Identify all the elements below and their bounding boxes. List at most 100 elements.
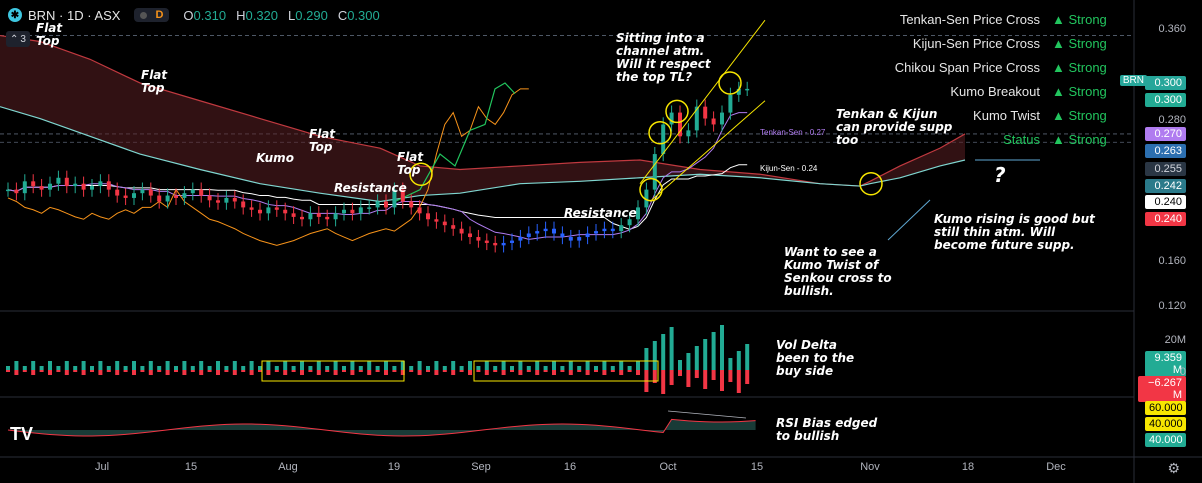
vol-delta-bar bbox=[594, 366, 598, 370]
signal-row: Tenkan-Sen Price Cross ▲ Strong bbox=[899, 12, 1107, 27]
vol-delta-bar bbox=[678, 360, 682, 370]
vol-delta-bar bbox=[342, 370, 346, 372]
vol-delta-bar bbox=[476, 370, 481, 372]
vol-delta-bar bbox=[384, 370, 388, 375]
vol-delta-bar bbox=[56, 370, 61, 372]
vol-delta-bar bbox=[392, 366, 397, 370]
vol-delta-bar bbox=[636, 370, 640, 375]
gear-icon[interactable]: ⚙ bbox=[1167, 460, 1180, 476]
symbol-title[interactable]: BRN · 1D · ASX bbox=[28, 7, 121, 23]
vol-delta-bar bbox=[325, 366, 330, 370]
candle-body bbox=[182, 193, 187, 198]
annotation-resistance: Resistance bbox=[334, 181, 407, 195]
vol-delta-bar bbox=[720, 370, 724, 391]
vol-delta-bar bbox=[543, 370, 548, 372]
candle-body bbox=[610, 228, 615, 232]
vol-delta-bar bbox=[434, 361, 439, 370]
vol-delta-bar bbox=[510, 370, 514, 372]
vol-delta-bar bbox=[148, 361, 153, 370]
vol-delta-bar bbox=[241, 366, 246, 370]
candle-body bbox=[518, 237, 523, 241]
vol-delta-bar bbox=[157, 370, 162, 372]
tradingview-logo[interactable]: TV bbox=[10, 424, 34, 444]
market-status-badge[interactable]: D bbox=[134, 8, 170, 22]
vol-delta-bar bbox=[594, 370, 598, 372]
candle-body bbox=[409, 201, 414, 208]
x-tick-label: Aug bbox=[278, 461, 298, 473]
signal-row: Status ▲ Strong bbox=[1003, 132, 1107, 147]
indicators-collapse-button[interactable]: ⌃ 3 bbox=[6, 31, 30, 47]
candle-body bbox=[123, 195, 128, 198]
vol-delta-bar bbox=[81, 361, 86, 370]
vol-delta-bar bbox=[132, 361, 136, 370]
candle-body bbox=[190, 189, 195, 194]
candle-body bbox=[694, 106, 699, 131]
vol-delta-bar bbox=[400, 361, 405, 370]
vol-delta-bar bbox=[585, 361, 590, 370]
candle-body bbox=[661, 124, 666, 155]
vol-delta-bar bbox=[358, 370, 363, 372]
candle-body bbox=[585, 233, 590, 238]
senkou-span-b-line bbox=[0, 106, 966, 203]
vol-delta-bar bbox=[644, 348, 649, 370]
ohlc-close: C0.300 bbox=[337, 7, 380, 23]
candle-body bbox=[627, 219, 632, 226]
vol-delta-bar bbox=[157, 366, 162, 370]
vol-delta-bar bbox=[224, 370, 229, 372]
x-tick-label: 16 bbox=[563, 461, 577, 473]
candle-body bbox=[90, 186, 94, 190]
candle-body bbox=[241, 201, 246, 208]
vol-delta-bar bbox=[216, 361, 220, 370]
vol-delta-bar bbox=[48, 370, 52, 375]
vol-delta-bar bbox=[459, 370, 464, 372]
vol-delta-bar bbox=[468, 370, 472, 375]
vol-delta-bar bbox=[274, 366, 279, 370]
mode-letter: D bbox=[155, 9, 164, 21]
vol-delta-bar bbox=[560, 366, 565, 370]
candle-body bbox=[568, 237, 573, 241]
vol-delta-bar bbox=[669, 327, 674, 370]
signal-row: Chikou Span Price Cross ▲ Strong bbox=[894, 60, 1107, 75]
candle-body bbox=[501, 242, 506, 246]
candle-body bbox=[140, 189, 145, 194]
candle-body bbox=[736, 88, 741, 95]
vol-delta-bar bbox=[585, 370, 590, 375]
candle-body bbox=[484, 240, 489, 243]
candle-body bbox=[619, 225, 624, 232]
vol-delta-bar bbox=[476, 366, 481, 370]
symbol-badge: BRN bbox=[1119, 75, 1147, 86]
vol-delta-bar bbox=[736, 351, 741, 370]
candle-body bbox=[207, 195, 212, 201]
vol-delta-bar bbox=[560, 370, 565, 372]
annotation-question: ? bbox=[994, 163, 1006, 187]
candle-body bbox=[459, 228, 464, 234]
price-label: 0.240 bbox=[1145, 195, 1186, 209]
vol-delta-bar bbox=[493, 370, 498, 372]
vol-delta-bar bbox=[132, 370, 136, 375]
vol-delta-bar bbox=[350, 361, 355, 370]
highlight-circle bbox=[665, 99, 689, 124]
vol-delta-bar bbox=[207, 366, 212, 370]
market-closed-icon bbox=[140, 11, 148, 19]
vol-delta-bar bbox=[552, 370, 556, 375]
vol-delta-bar bbox=[300, 370, 304, 375]
vol-delta-bar bbox=[728, 358, 733, 370]
x-tick-label: 15 bbox=[750, 461, 764, 473]
vol-delta-bar bbox=[199, 361, 204, 370]
y-tick-label: 0.160 bbox=[1158, 255, 1186, 267]
candle-body bbox=[434, 219, 439, 222]
highlight-circle bbox=[639, 177, 663, 202]
vol-delta-bar bbox=[568, 361, 573, 370]
vol-delta-bar bbox=[140, 370, 145, 372]
vol-delta-bar bbox=[417, 370, 422, 375]
vol-delta-bar bbox=[711, 332, 716, 370]
vol-delta-bar bbox=[81, 370, 86, 375]
vol-delta-bar bbox=[426, 370, 430, 372]
vol-delta-bar bbox=[123, 370, 128, 372]
vol-delta-bar bbox=[686, 353, 691, 370]
rsi-label: 40.000 bbox=[1145, 433, 1186, 447]
vol-delta-bar bbox=[98, 361, 103, 370]
candle-body bbox=[426, 213, 430, 220]
vol-delta-bar bbox=[148, 370, 153, 375]
